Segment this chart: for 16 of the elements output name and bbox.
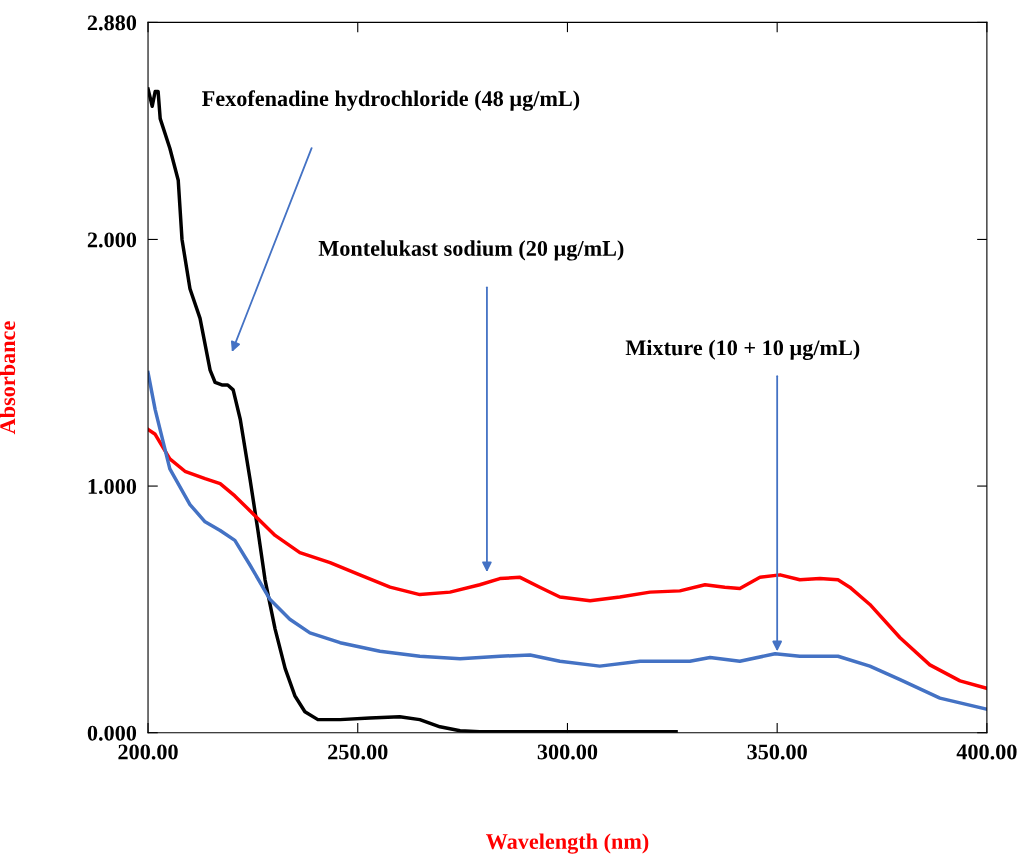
annotation: Montelukast sodium (20 µg/mL) [318, 240, 624, 261]
y-tick-label: 0.000 [87, 725, 137, 741]
y-tick-label: 2.880 [87, 15, 137, 31]
x-tick-label: 200.00 [118, 744, 178, 760]
line-series [148, 427, 987, 691]
x-tick-label: 400.00 [956, 744, 1017, 760]
x-tick-label: 250.00 [328, 744, 388, 760]
y-tick-label: 2.000 [87, 232, 137, 248]
y-axis-title: Absorbance [0, 321, 16, 435]
x-tick-label: 300.00 [537, 744, 598, 760]
line-series [148, 370, 987, 712]
annotation: Mixture (10 + 10 µg/mL) [625, 339, 860, 361]
x-tick-label: 350.00 [747, 744, 807, 760]
annotation: Fexofenadine hydrochloride (48 µg/mL) [202, 90, 580, 111]
x-axis-title: Wavelength (nm) [485, 833, 649, 854]
y-tick-label: 1.000 [88, 479, 137, 495]
